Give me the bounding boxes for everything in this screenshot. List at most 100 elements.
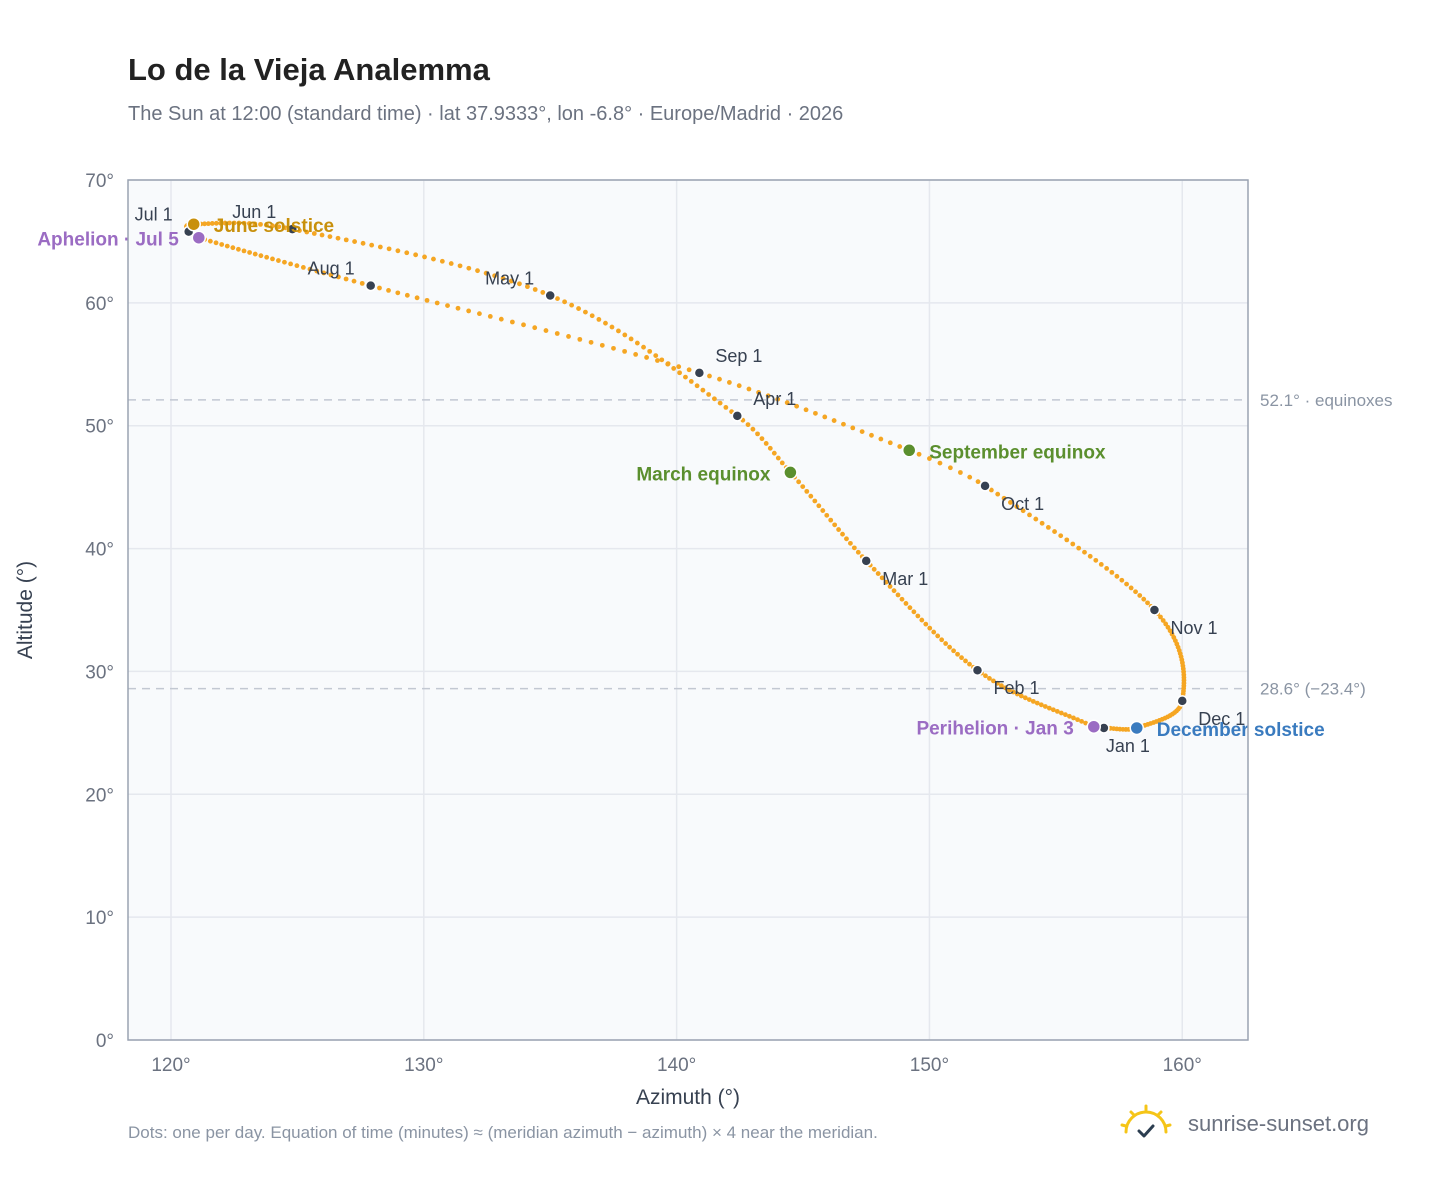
daily-sun-dot (596, 317, 602, 322)
daily-sun-dot (887, 440, 893, 446)
daily-sun-dot (335, 235, 341, 241)
daily-sun-dot (369, 242, 375, 248)
daily-sun-dot (622, 348, 628, 354)
daily-sun-dot (644, 355, 649, 360)
daily-sun-dot (1160, 618, 1166, 623)
daily-sun-dot (589, 313, 595, 319)
y-tick-label: 60° (85, 294, 114, 315)
daily-sun-dot (1083, 720, 1089, 726)
daily-sun-dot (1145, 600, 1150, 606)
daily-sun-dot (1104, 565, 1110, 571)
daily-sun-dot (1027, 512, 1032, 518)
daily-sun-dot (413, 252, 419, 258)
daily-sun-dot (813, 410, 818, 416)
daily-sun-dot (414, 295, 420, 301)
daily-sun-dot (554, 331, 560, 336)
daily-sun-dot (395, 248, 401, 254)
daily-sun-dot (711, 396, 717, 402)
daily-sun-dot (328, 272, 334, 278)
daily-sun-dot (300, 265, 306, 270)
daily-sun-dot (975, 479, 981, 485)
month-marker (1148, 604, 1161, 616)
event-label: December solstice (1157, 720, 1325, 741)
daily-sun-dot (230, 245, 236, 251)
daily-sun-dot (869, 432, 874, 438)
daily-sun-dot (603, 320, 608, 326)
daily-sun-dot (628, 336, 634, 342)
event-label: Aphelion · Jul 5 (37, 230, 179, 251)
daily-sun-dot (1141, 596, 1147, 602)
month-marker (860, 555, 872, 567)
daily-sun-dot (213, 220, 219, 226)
daily-sun-dot (492, 273, 498, 279)
daily-sun-dot (659, 357, 665, 363)
daily-sun-dot (566, 334, 571, 339)
daily-sun-dot (850, 425, 856, 431)
daily-sun-dot (264, 254, 270, 260)
daily-sun-dot (276, 224, 282, 230)
event-label: Perihelion · Jan 3 (916, 719, 1073, 740)
month-marker (1176, 695, 1189, 707)
daily-sun-dot (897, 444, 903, 449)
month-label: Jun 1 (232, 202, 276, 222)
y-tick-label: 50° (85, 417, 114, 438)
daily-sun-dot (745, 422, 751, 428)
daily-sun-dot (386, 288, 391, 293)
daily-sun-dot (939, 637, 945, 643)
daily-sun-dot (911, 609, 917, 615)
daily-sun-dot (205, 221, 211, 227)
daily-sun-dot (775, 455, 781, 461)
daily-sun-dot (1038, 702, 1044, 708)
daily-sun-dot (671, 366, 677, 371)
daily-sun-dot (517, 281, 522, 287)
plot-frame (127, 179, 1249, 1041)
daily-sun-dot (209, 221, 215, 226)
brand[interactable]: sunrise-sunset.org (1120, 1102, 1369, 1146)
month-label: Jul 1 (135, 205, 173, 225)
daily-sun-dot (555, 296, 560, 302)
event-marker (186, 216, 201, 232)
month-label: Aug 1 (308, 259, 355, 279)
month-marker (693, 367, 706, 379)
daily-sun-dot (808, 493, 814, 499)
daily-sun-dot (1006, 687, 1012, 693)
daily-sun-dot (1109, 569, 1115, 575)
event-marker (1086, 719, 1102, 734)
daily-sun-dot (543, 328, 549, 333)
daily-sun-dot (439, 258, 445, 264)
footnote: Dots: one per day. Equation of time (min… (128, 1123, 878, 1142)
daily-sun-dot (634, 340, 640, 346)
daily-sun-dot (1070, 541, 1076, 547)
daily-sun-dot (359, 280, 365, 286)
event-marker (191, 230, 207, 245)
daily-sun-dot (875, 571, 881, 576)
daily-sun-dot (816, 503, 822, 509)
daily-sun-dot (576, 306, 581, 311)
daily-sun-dot (927, 625, 933, 631)
daily-sun-dot (448, 261, 454, 266)
daily-sun-dot (404, 250, 410, 256)
month-marker (979, 480, 991, 492)
daily-sun-dot (360, 240, 366, 246)
reference-line-label: 52.1° · equinoxes (1260, 391, 1393, 410)
daily-sun-dot (252, 221, 258, 227)
y-axis-label: Altitude (°) (14, 561, 37, 659)
daily-sun-dot (686, 367, 692, 373)
x-tick-label: 120° (151, 1055, 190, 1076)
daily-sun-dot (1039, 520, 1045, 526)
daily-sun-dot (455, 305, 461, 311)
daily-sun-dot (694, 383, 700, 389)
daily-sun-dot (1058, 710, 1064, 716)
daily-sun-dot (276, 258, 281, 263)
daily-sun-dot (422, 254, 427, 260)
daily-sun-dot (746, 386, 752, 392)
month-label: Oct 1 (1001, 494, 1044, 514)
daily-sun-dot (231, 220, 237, 226)
daily-sun-dot (532, 287, 538, 292)
daily-sun-dot (1033, 516, 1039, 522)
daily-sun-dot (677, 370, 682, 376)
daily-sun-dot (1020, 508, 1026, 514)
daily-sun-dot (431, 256, 436, 262)
daily-sun-dot (1098, 561, 1104, 567)
